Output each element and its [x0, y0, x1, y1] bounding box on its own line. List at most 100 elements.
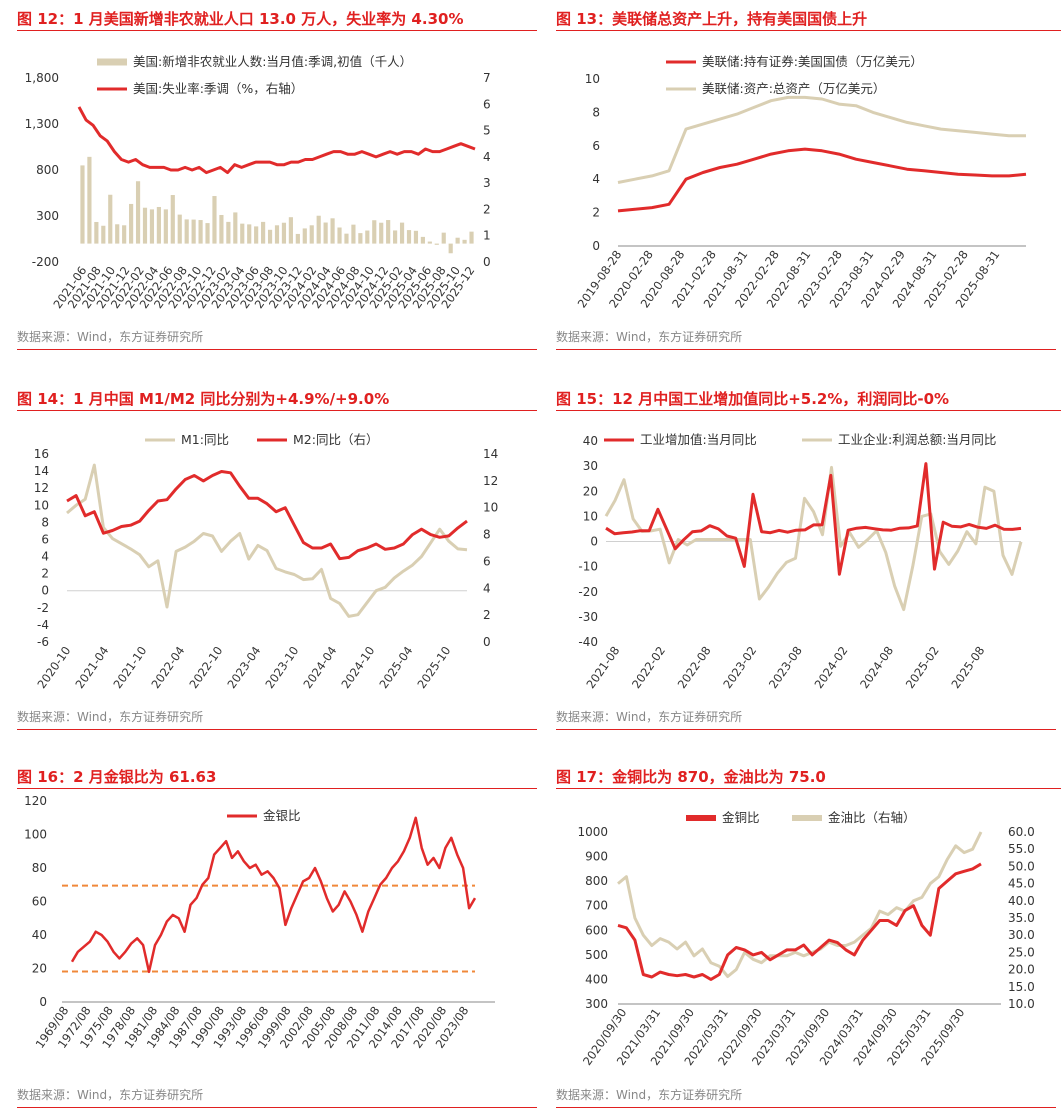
bar-payrolls-5 — [115, 224, 120, 244]
bar-payrolls-48 — [413, 230, 419, 244]
y-right-tick-3: 25.0 — [1008, 945, 1035, 959]
bar-payrolls-23 — [240, 223, 245, 244]
bar-payrolls-0 — [80, 165, 85, 244]
y-left-tick-4: 1,800 — [25, 71, 59, 85]
bar-payrolls-39 — [351, 224, 356, 244]
bar-payrolls-55 — [462, 239, 467, 244]
x-axis-tick-1: 2022-02 — [629, 644, 668, 691]
y-axis-tick-2: -20 — [578, 585, 598, 599]
y-right-tick-9: 55.0 — [1008, 842, 1035, 856]
y-left-tick-2: -2 — [37, 601, 49, 615]
bar-payrolls-26 — [261, 221, 266, 244]
bar-payrolls-44 — [386, 220, 391, 244]
x-axis-tick-5: 2024-02 — [812, 644, 851, 691]
x-axis-tick-3: 2022-04 — [148, 644, 187, 691]
x-axis-tick-0: 2021-08 — [583, 644, 622, 691]
bar-payrolls-3 — [101, 225, 106, 244]
legend-m1-label: M1:同比 — [181, 432, 229, 447]
x-axis-tick-7: 2024-04 — [300, 644, 339, 691]
y-right-tick-5: 5 — [483, 124, 491, 138]
y-right-tick-6: 40.0 — [1008, 894, 1035, 908]
bar-payrolls-53 — [448, 243, 453, 254]
bar-payrolls-7 — [129, 203, 134, 244]
bar-payrolls-38 — [344, 233, 349, 244]
bar-payrolls-12 — [163, 209, 168, 244]
source-note: 数据来源：Wind，东方证券研究所 — [556, 328, 1056, 350]
panel-16: 图 16：2 月金银比为 61.63 金银比 0 20 40 60 80 100 120 196… — [17, 764, 537, 1114]
legend-gold-oil-label: 金油比（右轴） — [828, 810, 916, 825]
bar-payrolls-20 — [219, 214, 224, 244]
y-right-tick-2: 4 — [483, 581, 491, 595]
line-total-assets — [617, 95, 1026, 184]
y-right-tick-2: 2 — [483, 202, 491, 216]
y-right-tick-0: 0 — [483, 255, 491, 269]
line-gold-copper — [617, 862, 982, 981]
bar-payrolls-49 — [420, 236, 425, 244]
bar-payrolls-18 — [205, 223, 210, 244]
bar-payrolls-30 — [288, 217, 293, 244]
x-axis-tick-10: 2025-10 — [414, 644, 453, 691]
y-right-tick-4: 4 — [483, 150, 491, 164]
bar-payrolls-8 — [135, 181, 141, 244]
y-right-tick-6: 6 — [483, 97, 491, 111]
source-note: 数据来源：Wind，东方证券研究所 — [17, 1086, 537, 1108]
bar-payrolls-52 — [441, 232, 446, 244]
y-axis-tick-4: 8 — [592, 105, 600, 119]
legend-gold-copper-label: 金铜比 — [722, 810, 760, 825]
y-left-tick-2: 800 — [36, 163, 59, 177]
y-axis-tick-4: 80 — [32, 861, 47, 875]
bar-payrolls-10 — [149, 209, 155, 244]
panel-title: 图 16：2 月金银比为 61.63 — [17, 764, 537, 789]
chart-12: 美国:新增非农就业人数:当月值:季调,初值（千人） 美国:失业率:季调（%，右轴）… — [25, 54, 491, 311]
bar-payrolls-16 — [191, 219, 196, 244]
y-right-tick-3: 3 — [483, 176, 491, 190]
y-right-tick-7: 7 — [483, 71, 491, 85]
y-right-tick-10: 60.0 — [1008, 825, 1035, 839]
bar-payrolls-31 — [295, 233, 300, 244]
bar-payrolls-28 — [274, 225, 280, 244]
bar-payrolls-14 — [177, 214, 182, 244]
bar-payrolls-6 — [122, 225, 127, 244]
y-axis-tick-6: 120 — [24, 794, 47, 808]
bar-payrolls-2 — [94, 221, 99, 244]
line-unemployment — [77, 106, 476, 175]
legend-profits-label: 工业企业:利润总额:当月同比 — [838, 432, 996, 447]
x-axis-tick-3: 2023-02 — [720, 644, 759, 691]
y-left-tick-9: 12 — [34, 481, 49, 495]
bar-payrolls-24 — [247, 224, 252, 244]
y-left-tick-10: 14 — [34, 464, 49, 478]
panel-12: 图 12：1 月美国新增非农就业人口 13.0 万人，失业率为 4.30% 美国… — [17, 6, 537, 356]
y-axis-tick-0: 0 — [39, 995, 47, 1009]
x-axis-tick-4: 2022-10 — [186, 644, 225, 691]
x-axis-tick-6: 2023-10 — [262, 644, 301, 691]
x-axis-tick-8: 2025-08 — [948, 644, 987, 691]
y-axis-tick-5: 10 — [583, 509, 598, 523]
y-right-tick-1: 15.0 — [1008, 980, 1035, 994]
y-right-tick-2: 20.0 — [1008, 963, 1035, 977]
line-m2 — [66, 470, 468, 561]
y-axis-tick-0: -40 — [578, 635, 598, 649]
y-right-tick-5: 10 — [483, 501, 498, 515]
y-left-tick-7: 1000 — [577, 825, 608, 839]
y-left-tick-3: 1,300 — [25, 117, 59, 131]
bar-payrolls-47 — [406, 230, 412, 244]
panel-title: 图 17：金铜比为 870，金油比为 75.0 — [556, 764, 1061, 789]
y-left-tick-11: 16 — [34, 447, 49, 461]
line-gold-oil — [617, 831, 983, 978]
y-right-tick-5: 35.0 — [1008, 911, 1035, 925]
y-right-tick-4: 8 — [483, 528, 491, 542]
y-axis-tick-7: 30 — [583, 459, 598, 473]
y-left-tick-0: 300 — [585, 997, 608, 1011]
chart-15: 工业增加值:当月同比 工业企业:利润总额:当月同比 -40 -30 -20 -10 0 10 2… — [578, 432, 1023, 691]
panel-13: 图 13：美联储总资产上升，持有美国国债上升 美联储:持有证券:美国国债（万亿美… — [556, 6, 1061, 356]
panel-title: 图 15：12 月中国工业增加值同比+5.2%，利润同比-0% — [556, 386, 1061, 411]
chart-16: 金银比0204060801001201969/081972/081975/081… — [24, 794, 495, 1051]
chart-17: 金铜比 金油比（右轴） 300 400 500 600 700 800 900 1000 10.0 1… — [577, 810, 1035, 1068]
x-axis-tick-0: 2020-10 — [34, 644, 73, 691]
line-gold-silver — [70, 816, 477, 974]
y-axis-tick-3: -10 — [578, 560, 598, 574]
y-left-tick-3: 0 — [41, 584, 49, 598]
y-left-tick-7: 8 — [41, 515, 49, 529]
y-left-tick-6: 6 — [41, 532, 49, 546]
bar-payrolls-21 — [226, 221, 231, 244]
